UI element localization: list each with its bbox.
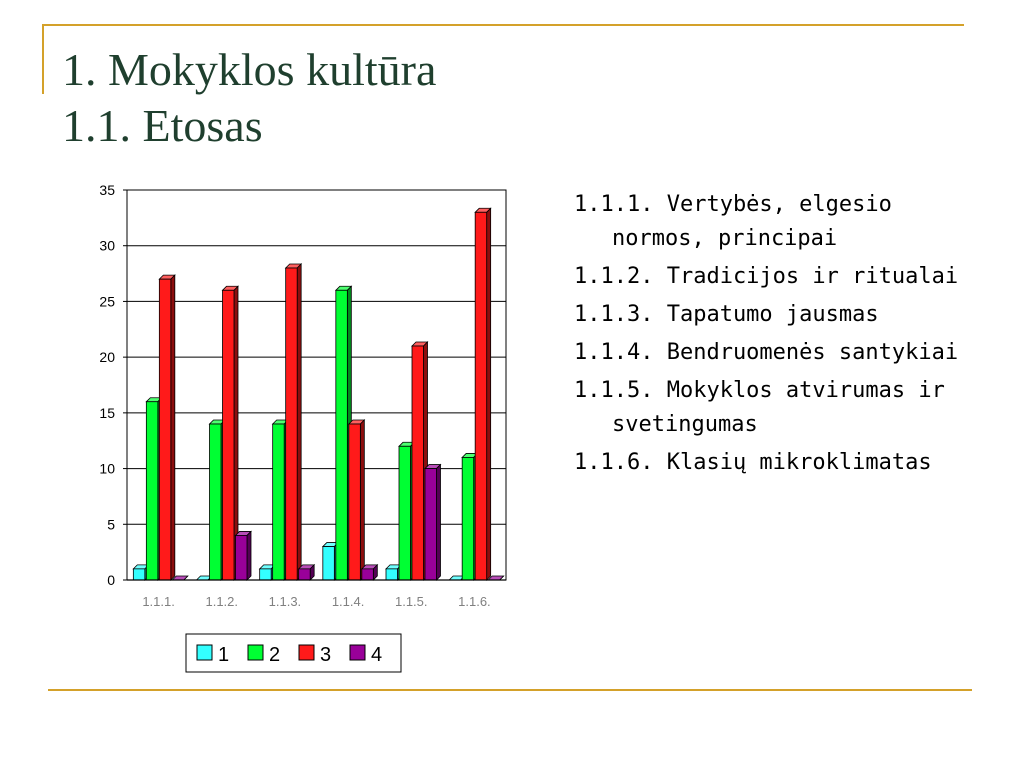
- bar: [209, 423, 222, 581]
- list-item: 1.1.2. Tradicijos ir ritualai: [574, 264, 959, 289]
- bar-side: [183, 575, 189, 581]
- y-tick-label: 30: [99, 238, 115, 254]
- bar: [461, 457, 475, 581]
- bar: [474, 211, 488, 581]
- bar: [158, 278, 172, 581]
- slide-title-line-1: 1. Mokyklos kultūra: [62, 44, 437, 95]
- bar: [322, 546, 335, 581]
- legend-swatch: [247, 644, 264, 661]
- y-tick-label: 0: [107, 572, 115, 588]
- bar: [385, 568, 398, 581]
- left-rule: [42, 24, 44, 94]
- bar: [298, 568, 311, 581]
- slide-title: 1. Mokyklos kultūra 1.1. Etosas: [62, 42, 436, 154]
- y-tick-label: 20: [99, 349, 115, 365]
- bar: [272, 423, 285, 581]
- x-tick-label: 1.1.6.: [458, 594, 491, 609]
- bar: [132, 568, 146, 581]
- y-tick-label: 10: [99, 461, 115, 477]
- y-tick-label: 35: [99, 182, 115, 198]
- bar-side: [486, 207, 492, 581]
- bar: [235, 535, 248, 581]
- x-tick-label: 1.1.5.: [395, 594, 428, 609]
- legend-label: 3: [320, 644, 331, 666]
- bar: [348, 423, 361, 581]
- y-tick-label: 5: [107, 516, 115, 532]
- bar-side: [170, 274, 176, 581]
- bar: [411, 345, 424, 581]
- legend-swatch: [196, 644, 213, 661]
- legend-swatch: [298, 644, 315, 661]
- topic-list: 1.1.1. Vertybės, elgesio normos, princip…: [574, 188, 974, 484]
- legend-label: 2: [269, 644, 280, 666]
- list-item: 1.1.4. Bendruomenės santykiai: [574, 340, 959, 365]
- x-tick-label: 1.1.3.: [269, 594, 302, 609]
- bar: [424, 468, 437, 581]
- list-item: 1.1.3. Tapatumo jausmas: [574, 302, 879, 327]
- bar-side: [499, 575, 504, 581]
- x-tick-label: 1.1.2.: [205, 594, 238, 609]
- bottom-rule: [48, 689, 972, 691]
- bar-side: [359, 419, 365, 581]
- list-item: 1.1.5. Mokyklos atvirumas ir svetingumas: [574, 378, 945, 437]
- bar: [398, 445, 411, 581]
- x-tick-label: 1.1.4.: [332, 594, 365, 609]
- bar: [259, 568, 272, 581]
- bar: [285, 267, 298, 581]
- list-item: 1.1.6. Klasių mikroklimatas: [574, 450, 932, 475]
- slide-title-line-2: 1.1. Etosas: [62, 100, 263, 151]
- bar-side: [246, 530, 252, 581]
- y-tick-label: 15: [99, 405, 115, 421]
- top-rule: [42, 24, 964, 26]
- bar: [145, 401, 159, 581]
- bar: [222, 289, 235, 581]
- legend-label: 1: [218, 644, 229, 666]
- legend-swatch: [349, 644, 366, 661]
- bar-side: [436, 463, 441, 581]
- bar: [335, 289, 348, 581]
- y-tick-label: 25: [99, 293, 115, 309]
- plot-area: [126, 189, 507, 581]
- legend-label: 4: [371, 644, 382, 666]
- x-tick-label: 1.1.1.: [142, 594, 175, 609]
- bar-side: [296, 263, 302, 581]
- bar: [361, 568, 374, 581]
- list-item: 1.1.1. Vertybės, elgesio normos, princip…: [574, 192, 892, 251]
